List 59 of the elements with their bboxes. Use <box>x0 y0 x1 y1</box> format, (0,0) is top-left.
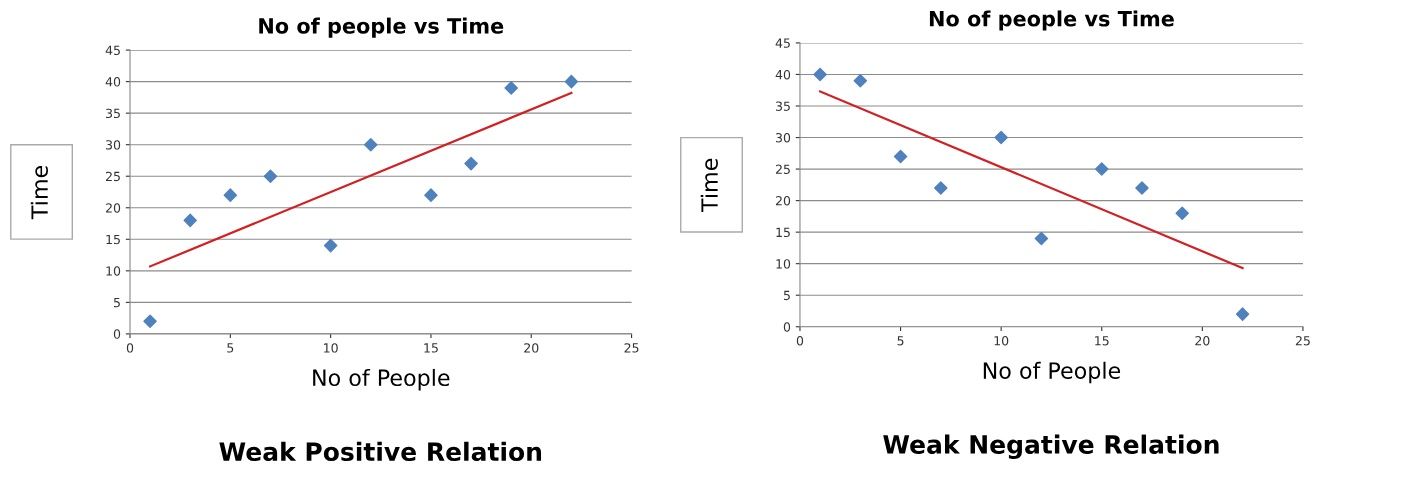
chart-title: No of people vs Time <box>259 17 504 38</box>
point <box>853 74 868 88</box>
x-tick-label: 0 <box>126 343 134 353</box>
x-axis-title: No of People <box>983 361 1121 384</box>
y-tick-label: 25 <box>775 164 790 174</box>
y-tick-label: 15 <box>776 227 790 238</box>
y-tick-label: 10 <box>106 266 121 276</box>
y-tick-label: 40 <box>775 69 791 80</box>
point <box>813 67 827 82</box>
point <box>1135 181 1149 195</box>
y-tick-label: 45 <box>775 38 790 48</box>
x-tick-label: 15 <box>1095 336 1109 346</box>
x-tick-label: 5 <box>897 336 904 346</box>
y-tick-label: 25 <box>105 171 120 182</box>
x-tick-label: 20 <box>524 343 539 353</box>
y-axis-title: Time <box>30 165 48 220</box>
text: Weak Positive Relation <box>219 441 542 462</box>
x-tick-label: 5 <box>227 343 234 353</box>
point <box>323 238 338 253</box>
point <box>893 149 908 164</box>
point <box>263 169 278 183</box>
x-tick-label: 15 <box>424 343 438 353</box>
x-tick-label: 0 <box>796 335 804 346</box>
y-tick-label: 30 <box>106 140 121 150</box>
y-tick-label: 5 <box>114 298 120 308</box>
y-tick-label: 35 <box>775 101 790 111</box>
y-tick-label: 5 <box>783 290 790 301</box>
point <box>364 137 378 152</box>
y-tick-label: 0 <box>783 322 791 332</box>
text: Weak Negative Relation <box>883 434 1219 459</box>
x-tick-label: 10 <box>994 335 1009 346</box>
x-tick-label: 20 <box>1195 335 1210 346</box>
y-axis-title: Time <box>700 158 718 213</box>
point <box>143 314 157 329</box>
x-tick-label: 10 <box>324 343 338 353</box>
point <box>1235 307 1250 321</box>
y-tick-label: 30 <box>775 133 791 143</box>
y-tick-label: 45 <box>105 45 120 56</box>
point <box>1175 206 1189 220</box>
point <box>504 81 518 95</box>
y-tick-label: 15 <box>106 234 120 245</box>
chart-title: No of people vs Time <box>929 10 1174 31</box>
point <box>934 181 948 195</box>
point <box>564 74 579 89</box>
y-tick-label: 35 <box>106 108 120 119</box>
point <box>464 156 478 171</box>
x-tick-label: 25 <box>1295 335 1310 346</box>
point <box>1034 231 1049 246</box>
x-axis-title: No of People <box>313 368 450 391</box>
y-tick-label: 20 <box>775 196 791 206</box>
y-tick-label: 10 <box>776 259 791 269</box>
point <box>424 188 438 202</box>
point <box>183 213 197 228</box>
point <box>1094 162 1109 176</box>
y-tick-label: 40 <box>105 77 121 87</box>
x-tick-label: 25 <box>624 343 639 353</box>
point <box>994 130 1008 145</box>
y-tick-label: 20 <box>105 203 121 213</box>
point <box>223 188 238 202</box>
